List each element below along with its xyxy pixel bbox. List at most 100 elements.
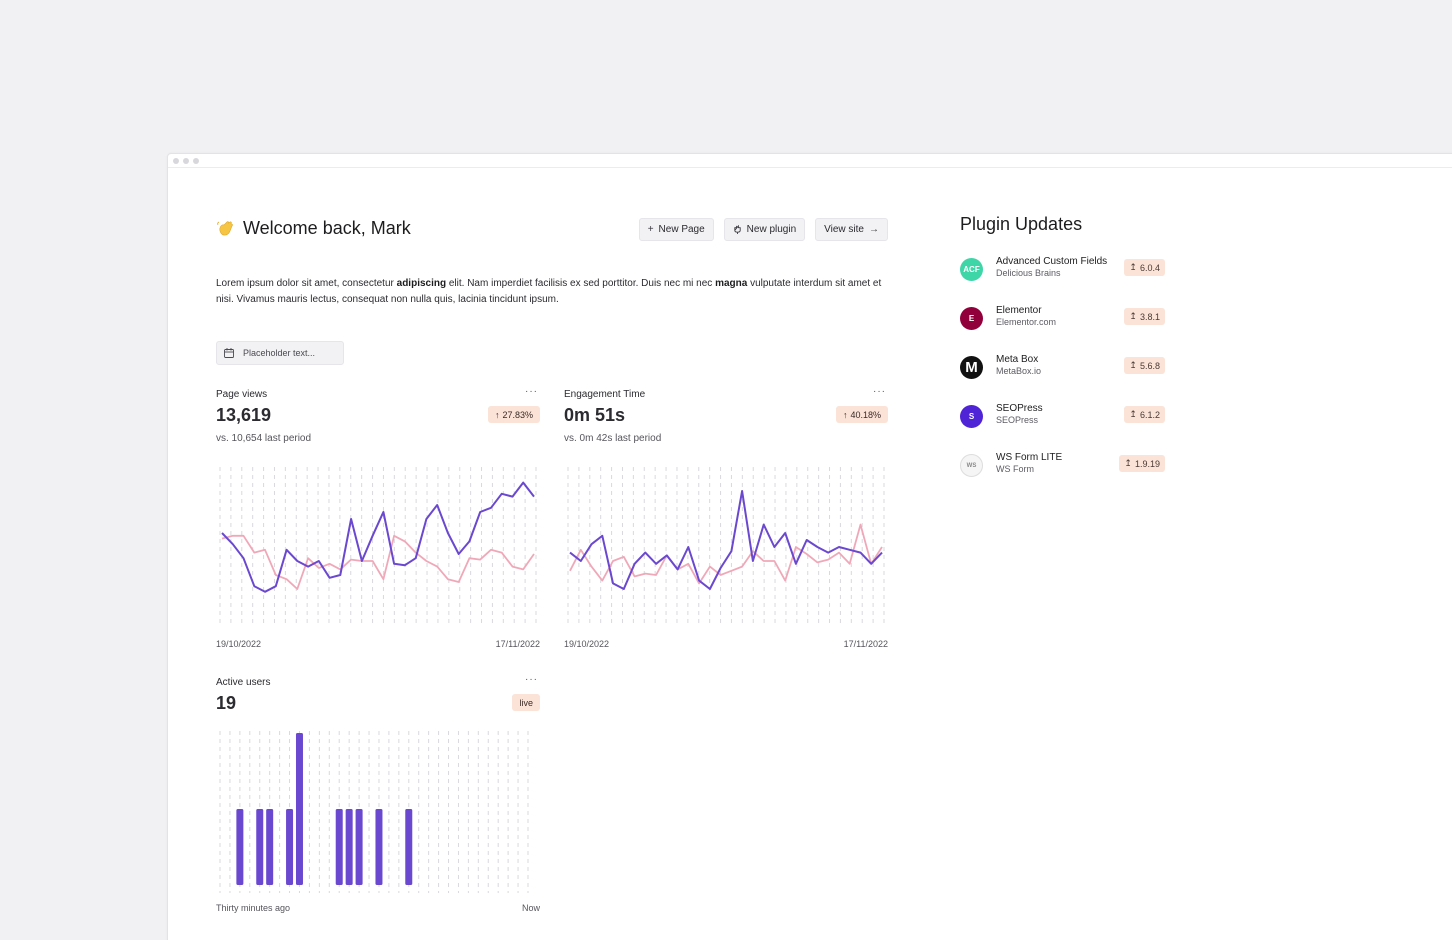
plugin-version-badge[interactable]: ↥ 1.9.19 bbox=[1119, 455, 1165, 472]
card-title: Page views bbox=[216, 389, 268, 400]
bar bbox=[355, 809, 363, 885]
more-options-icon[interactable]: ··· bbox=[873, 386, 886, 397]
new-plugin-button[interactable]: New plugin bbox=[723, 218, 806, 241]
series-previous-line bbox=[221, 534, 535, 590]
plugin-version: 3.8.1 bbox=[1139, 311, 1160, 322]
plugin-item[interactable]: E Elementor Elementor.com ↥ 3.8.1 bbox=[960, 305, 1165, 335]
card-title: Active users bbox=[216, 677, 271, 688]
window-titlebar bbox=[168, 154, 1452, 168]
new-page-button[interactable]: + New Page bbox=[638, 218, 714, 241]
plugin-icon bbox=[734, 225, 741, 234]
plugin-author: SEOPress bbox=[996, 415, 1039, 425]
series-current-line bbox=[569, 490, 883, 590]
plus-icon: + bbox=[647, 224, 654, 235]
welcome-title: Welcome back, Mark bbox=[216, 218, 411, 239]
plugin-logo-icon: WS bbox=[960, 454, 983, 477]
plugin-logo-icon: S bbox=[960, 405, 983, 428]
plugin-name: SEOPress bbox=[996, 403, 1043, 414]
change-value: 27.83% bbox=[502, 409, 533, 420]
bar bbox=[236, 809, 244, 885]
upgrade-arrow-icon: ↥ bbox=[1129, 311, 1137, 321]
plugin-name: Elementor bbox=[996, 305, 1042, 316]
upgrade-arrow-icon: ↥ bbox=[1129, 360, 1137, 370]
plugin-version-badge[interactable]: ↥ 6.1.2 bbox=[1124, 406, 1165, 423]
card-comparison: vs. 10,654 last period bbox=[216, 433, 312, 444]
engagement-time-card: Engagement Time ··· 0m 51s ↑ 40.18% vs. 0… bbox=[564, 386, 888, 651]
plugin-logo-icon: ACF bbox=[960, 258, 983, 281]
page-views-chart bbox=[219, 467, 537, 627]
plugin-item[interactable]: WS WS Form LITE WS Form ↥ 1.9.19 bbox=[960, 452, 1165, 482]
plugin-author: MetaBox.io bbox=[996, 366, 1042, 376]
date-range-picker[interactable]: Placeholder text... bbox=[216, 341, 344, 365]
plugin-item[interactable]: ACF Advanced Custom Fields Delicious Brain… bbox=[960, 256, 1165, 286]
axis-end-label: Now bbox=[521, 903, 540, 913]
upgrade-arrow-icon: ↥ bbox=[1129, 262, 1137, 272]
arrow-up-icon: ↑ bbox=[494, 409, 500, 420]
welcome-text: Welcome back, Mark bbox=[243, 218, 411, 238]
new-plugin-label: New plugin bbox=[746, 224, 797, 235]
browser-window: Welcome back, Mark + New Page New plugin… bbox=[167, 153, 1452, 940]
calendar-icon bbox=[224, 348, 234, 358]
card-comparison: vs. 0m 42s last period bbox=[564, 433, 662, 444]
bar bbox=[256, 809, 264, 885]
plugin-name: Meta Box bbox=[996, 354, 1039, 365]
plugin-version-badge[interactable]: ↥ 6.0.4 bbox=[1124, 259, 1165, 276]
active-users-chart bbox=[219, 731, 529, 893]
plugin-item[interactable]: M Meta Box MetaBox.io ↥ 5.6.8 bbox=[960, 354, 1165, 384]
window-dot-icon[interactable] bbox=[173, 158, 179, 164]
header-actions: + New Page New plugin View site → bbox=[638, 218, 888, 241]
change-value: 40.18% bbox=[850, 409, 881, 420]
axis-end-label: 17/11/2022 bbox=[495, 639, 540, 649]
live-label: live bbox=[519, 697, 533, 708]
plugin-author: WS Form bbox=[996, 464, 1034, 474]
axis-start-label: 19/10/2022 bbox=[216, 639, 262, 649]
waving-hand-icon bbox=[217, 220, 233, 235]
intro-bold: magna bbox=[715, 278, 748, 289]
plugin-logo-icon: E bbox=[960, 307, 983, 330]
view-site-button[interactable]: View site → bbox=[815, 218, 888, 241]
window-dot-icon[interactable] bbox=[193, 158, 199, 164]
axis-end-label: 17/11/2022 bbox=[843, 639, 888, 649]
intro-bold: adipiscing bbox=[396, 278, 447, 289]
new-page-label: New Page bbox=[658, 224, 705, 235]
bar bbox=[266, 809, 274, 885]
active-users-card: Active users ··· 19 live Thirty minutes … bbox=[216, 674, 540, 917]
intro-paragraph: Lorem ipsum dolor sit amet, consectetur … bbox=[216, 276, 888, 308]
axis-start-label: Thirty minutes ago bbox=[216, 903, 291, 913]
plugin-version-badge[interactable]: ↥ 3.8.1 bbox=[1124, 308, 1165, 325]
plugin-version: 1.9.19 bbox=[1134, 458, 1160, 469]
card-value: 0m 51s bbox=[564, 405, 626, 425]
intro-text: Lorem ipsum dolor sit amet, consectetur bbox=[216, 278, 397, 289]
arrow-right-icon: → bbox=[869, 224, 879, 235]
engagement-time-chart bbox=[567, 467, 885, 627]
card-value: 19 bbox=[216, 693, 237, 713]
more-options-icon[interactable]: ··· bbox=[525, 674, 538, 685]
date-range-placeholder: Placeholder text... bbox=[243, 348, 316, 358]
bar bbox=[286, 809, 294, 885]
plugin-version: 5.6.8 bbox=[1139, 360, 1160, 371]
dashboard-header: Welcome back, Mark + New Page New plugin… bbox=[216, 218, 888, 248]
plugin-version: 6.0.4 bbox=[1139, 262, 1160, 273]
intro-text: vulputate interdum sit amet et nisi. Viv… bbox=[216, 278, 882, 305]
upgrade-arrow-icon: ↥ bbox=[1124, 458, 1132, 468]
plugin-logo-icon: M bbox=[960, 356, 983, 379]
plugin-author: Delicious Brains bbox=[996, 268, 1061, 278]
plugin-name: WS Form LITE bbox=[996, 452, 1063, 463]
window-dot-icon[interactable] bbox=[183, 158, 189, 164]
change-badge: ↑ 27.83% bbox=[487, 406, 540, 423]
series-current-line bbox=[221, 481, 535, 593]
plugin-author: Elementor.com bbox=[996, 317, 1057, 327]
more-options-icon[interactable]: ··· bbox=[525, 386, 538, 397]
plugin-updates-title: Plugin Updates bbox=[960, 214, 1083, 234]
series-previous-line bbox=[569, 523, 883, 585]
card-title: Engagement Time bbox=[564, 389, 646, 400]
live-badge: live bbox=[512, 694, 540, 711]
axis-start-label: 19/10/2022 bbox=[564, 639, 610, 649]
bar bbox=[345, 809, 353, 885]
change-badge: ↑ 40.18% bbox=[835, 406, 888, 423]
plugin-item[interactable]: S SEOPress SEOPress ↥ 6.1.2 bbox=[960, 403, 1165, 433]
plugin-version-badge[interactable]: ↥ 5.6.8 bbox=[1124, 357, 1165, 374]
intro-text: elit. Nam imperdiet facilisis ex sed por… bbox=[446, 278, 716, 289]
bar bbox=[375, 809, 383, 885]
arrow-up-icon: ↑ bbox=[842, 409, 848, 420]
